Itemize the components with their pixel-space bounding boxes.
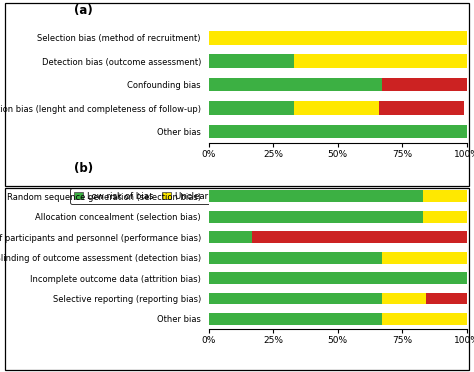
Bar: [426, 293, 469, 304]
Text: (b): (b): [74, 161, 93, 174]
Bar: [209, 211, 423, 222]
Bar: [209, 231, 253, 243]
Bar: [209, 101, 294, 115]
Legend: Low risk of bias, Unclear risk of bias, High risk of bias: Low risk of bias, Unclear risk of bias, …: [70, 188, 352, 204]
Bar: [294, 101, 379, 115]
Bar: [382, 313, 467, 325]
Bar: [209, 190, 423, 202]
Bar: [209, 125, 467, 138]
Bar: [423, 211, 467, 222]
Bar: [209, 293, 382, 304]
Bar: [379, 101, 465, 115]
Bar: [253, 231, 467, 243]
Bar: [209, 78, 382, 92]
Bar: [209, 272, 467, 284]
Bar: [423, 190, 467, 202]
Bar: [382, 78, 467, 92]
Bar: [382, 252, 467, 263]
Bar: [209, 54, 294, 68]
Bar: [209, 313, 382, 325]
Bar: [209, 252, 382, 263]
Bar: [209, 31, 467, 45]
Text: (a): (a): [74, 4, 93, 17]
Bar: [382, 293, 426, 304]
Bar: [294, 54, 467, 68]
